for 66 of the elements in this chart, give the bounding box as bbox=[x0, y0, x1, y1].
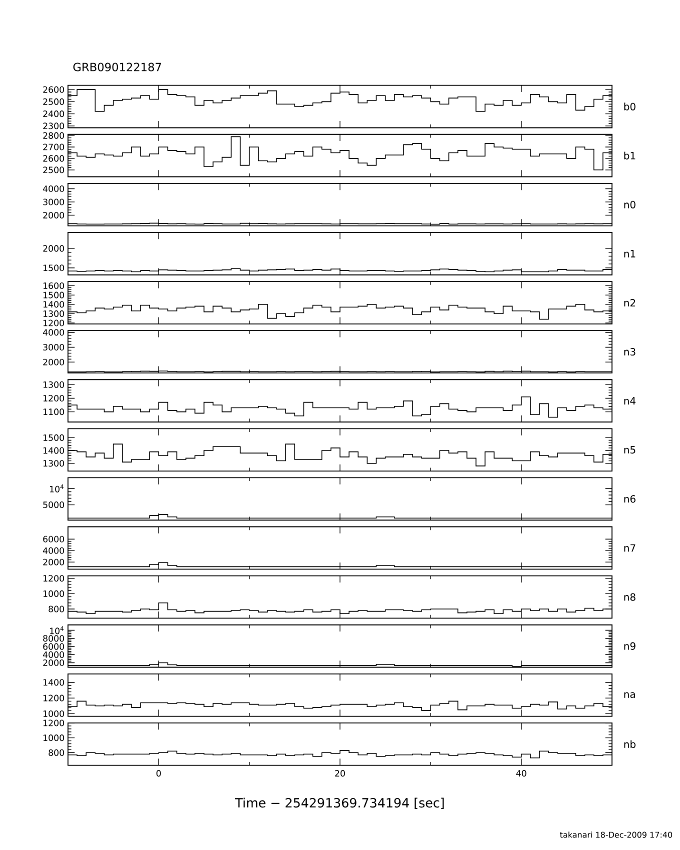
y-tick-label: 3000 bbox=[43, 198, 64, 206]
y-tick-label: 2600 bbox=[43, 86, 64, 93]
y-tick-label: 4000 bbox=[42, 329, 64, 336]
y-tick-label: 2000 bbox=[43, 358, 64, 366]
y-tick-label: 10$^{4}$ bbox=[50, 484, 64, 492]
x-axis-title: Time − 254291369.734194 [sec] bbox=[235, 798, 444, 810]
text: b0 bbox=[624, 102, 636, 110]
text: takanari 18-Dec-2009 17:40 bbox=[560, 832, 672, 838]
y-tick-label: 1300 bbox=[44, 460, 64, 467]
y-tick-label: 2400 bbox=[43, 110, 64, 118]
text: n4 bbox=[624, 397, 636, 404]
y-tick-label: 5000 bbox=[43, 502, 64, 508]
x-tick-label: 40 bbox=[516, 770, 526, 777]
chart-title: GRB090122187 bbox=[73, 62, 162, 72]
y-tick-label: 800 bbox=[48, 749, 64, 756]
y-tick-label: 2000 bbox=[43, 212, 64, 218]
y-tick-label: 2600 bbox=[43, 155, 64, 162]
text: n8 bbox=[624, 593, 636, 601]
x-tick-label: 0 bbox=[156, 770, 161, 777]
y-tick-label: 2700 bbox=[43, 144, 64, 150]
y-tick-label: 10$^{4}$ bbox=[50, 626, 64, 634]
y-tick-label: 1100 bbox=[44, 408, 64, 416]
y-tick-label: 1400 bbox=[44, 447, 64, 454]
text: nb bbox=[624, 740, 636, 748]
y-tick-label: 6000 bbox=[43, 643, 64, 650]
text: n6 bbox=[624, 495, 636, 503]
y-tick-label: 4000 bbox=[42, 651, 64, 658]
y-tick-label: 6000 bbox=[43, 536, 64, 542]
y-tick-label: 1200 bbox=[44, 320, 64, 326]
y-tick-label: 1200 bbox=[44, 720, 64, 726]
y-tick-label: 1300 bbox=[44, 310, 64, 317]
y-tick-label: 1500 bbox=[44, 264, 64, 272]
y-tick-label: 1000 bbox=[44, 590, 64, 597]
text: n9 bbox=[624, 642, 636, 650]
text: n3 bbox=[624, 348, 636, 356]
y-tick-label: 1400 bbox=[44, 679, 64, 686]
x-tick-label: 20 bbox=[335, 770, 345, 777]
y-tick-label: 8000 bbox=[43, 635, 64, 642]
y-tick-label: 2000 bbox=[43, 558, 64, 566]
text: na bbox=[624, 692, 635, 698]
y-tick-label: 2000 bbox=[43, 659, 64, 666]
y-tick-label: 1000 bbox=[44, 710, 64, 717]
y-tick-label: 1600 bbox=[44, 282, 64, 289]
y-tick-label: 1300 bbox=[44, 381, 64, 388]
y-tick-label: 2500 bbox=[43, 166, 64, 174]
text: n0 bbox=[624, 200, 636, 208]
y-tick-label: 800 bbox=[48, 606, 64, 612]
y-tick-label: 2300 bbox=[43, 122, 64, 130]
text: n2 bbox=[624, 299, 636, 306]
text: n1 bbox=[624, 250, 636, 258]
y-tick-label: 3000 bbox=[43, 344, 64, 351]
y-tick-label: 1200 bbox=[44, 394, 64, 402]
y-tick-label: 1500 bbox=[44, 434, 64, 441]
y-tick-label: 2800 bbox=[43, 132, 64, 139]
y-tick-label: 2500 bbox=[43, 98, 64, 105]
y-tick-label: 4000 bbox=[42, 185, 64, 192]
text: n5 bbox=[624, 446, 636, 454]
y-tick-label: 1000 bbox=[44, 734, 64, 742]
y-tick-label: 1400 bbox=[44, 301, 64, 308]
text: b1 bbox=[624, 152, 636, 160]
text: n7 bbox=[624, 544, 636, 552]
y-tick-label: 1200 bbox=[44, 694, 64, 702]
y-tick-label: 1200 bbox=[44, 575, 64, 582]
y-tick-label: 4000 bbox=[42, 547, 64, 554]
y-tick-label: 2000 bbox=[43, 245, 64, 252]
y-tick-label: 1500 bbox=[44, 292, 64, 298]
